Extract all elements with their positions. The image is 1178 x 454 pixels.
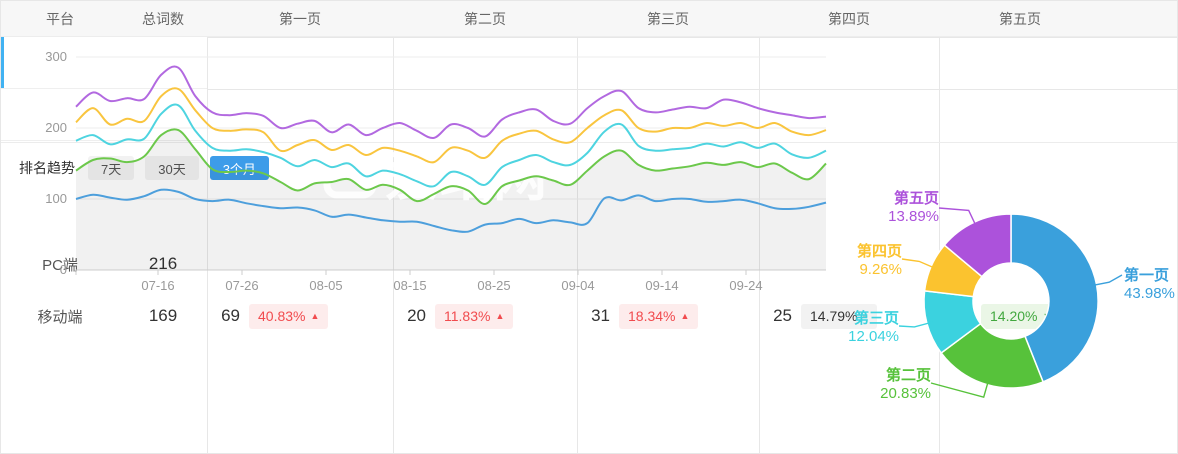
- page4-percent-badge: 14.79% −: [801, 303, 877, 329]
- svg-text:爱站网: 爱站网: [385, 147, 547, 207]
- page3-percent-badge: 18.34% ▲: [619, 303, 699, 329]
- platform-name: PC端: [42, 256, 78, 274]
- svg-text:09-14: 09-14: [645, 278, 678, 293]
- header-page1: 第一页: [279, 10, 321, 27]
- pie-label-page3: 第三页 12.04%: [848, 310, 899, 345]
- page-distribution-donut: 第一页 43.98% 第二页 20.83% 第三页 12.04% 第四页 9.26% 第…: [841, 171, 1177, 453]
- pie-label-page2: 第二页 20.83%: [880, 367, 931, 402]
- selected-row-accent: [1, 37, 4, 88]
- pie-label-page5: 第五页 13.89%: [888, 190, 939, 225]
- trend-flat-icon: −: [862, 310, 868, 321]
- table-header-row: 平台 总词数 第一页 第二页 第三页 第四页 第五页: [1, 1, 1177, 37]
- page1-percent-badge: 40.83% ▲: [249, 303, 329, 329]
- svg-text:0: 0: [60, 262, 67, 277]
- svg-text:100: 100: [45, 191, 67, 206]
- trend-up-icon: ▲: [310, 310, 320, 321]
- page1-count: 69: [221, 306, 240, 325]
- header-page2: 第二页: [464, 10, 506, 27]
- header-total-words: 总词数: [142, 10, 184, 27]
- svg-text:08-15: 08-15: [393, 278, 426, 293]
- total-words-value: 216: [119, 254, 207, 274]
- svg-text:09-24: 09-24: [729, 278, 762, 293]
- svg-text:07-16: 07-16: [141, 278, 174, 293]
- page4-count: 25: [773, 306, 792, 325]
- donut-chart: [898, 207, 1123, 399]
- svg-text:200: 200: [45, 120, 67, 135]
- trend-up-icon: ▲: [495, 310, 505, 321]
- svg-text:07-26: 07-26: [225, 278, 258, 293]
- pie-label-page4: 第四页 9.26%: [856, 243, 902, 278]
- trend-up-icon: ▲: [680, 310, 690, 321]
- platform-name: 移动端: [37, 308, 83, 326]
- page2-percent-badge: 11.83% ▲: [435, 303, 514, 329]
- svg-text:09-04: 09-04: [561, 278, 594, 293]
- svg-text:08-25: 08-25: [477, 278, 510, 293]
- total-words-value: 169: [148, 306, 178, 325]
- tab-30days[interactable]: 30天: [145, 156, 199, 180]
- page2-count: 20: [407, 306, 426, 325]
- svg-text:300: 300: [45, 49, 67, 64]
- pie-label-page1: 第一页 43.98%: [1124, 267, 1175, 302]
- header-page3: 第三页: [647, 10, 689, 27]
- header-page4: 第四页: [828, 10, 870, 27]
- header-page5: 第五页: [999, 10, 1041, 27]
- header-platform: 平台: [46, 10, 74, 27]
- trend-line-chart: 爱站网 07-16 07-26 08-05 08-15 08-25 09-04 09-14 09…: [45, 49, 827, 293]
- page3-count: 31: [591, 306, 610, 325]
- svg-text:08-05: 08-05: [309, 278, 342, 293]
- trend-section-title: 排名趋势: [19, 160, 75, 176]
